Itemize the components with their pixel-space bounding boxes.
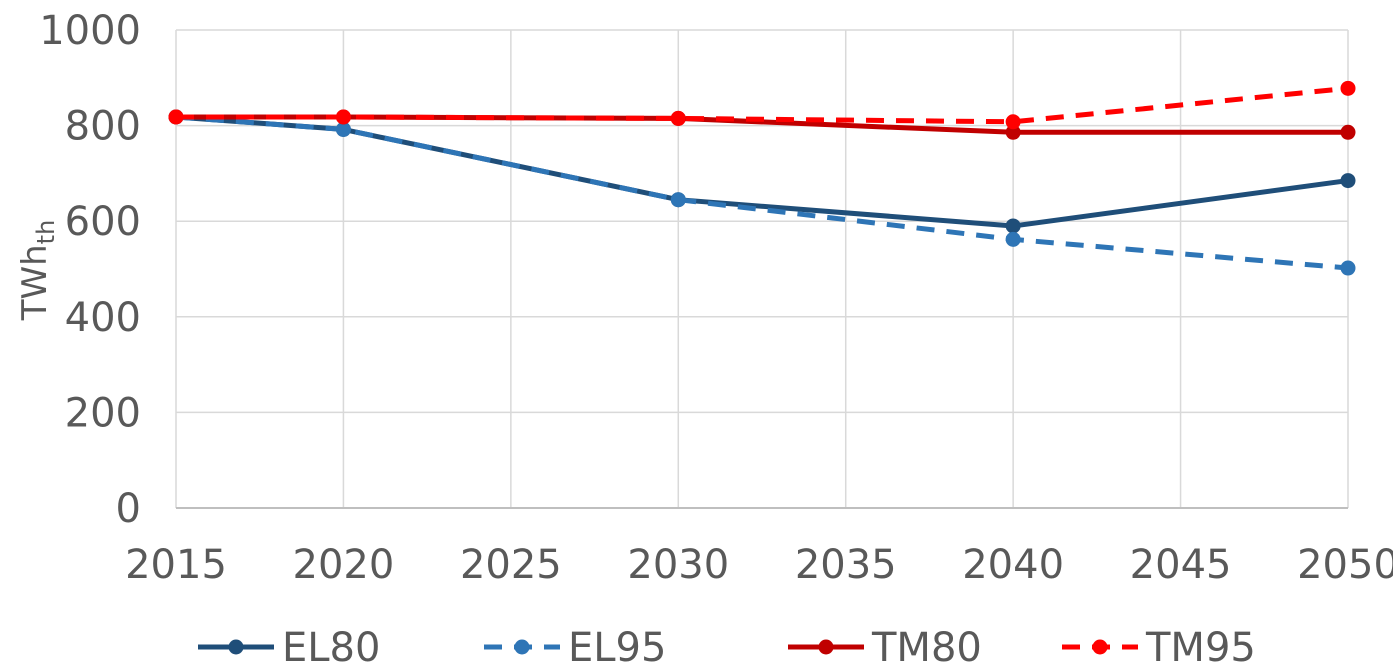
data-point-tm95 (1005, 114, 1021, 130)
data-point-tm95 (1340, 80, 1356, 96)
y-tick-label: 600 (65, 199, 141, 245)
y-tick-label: 200 (65, 390, 141, 436)
y-tick-label: 400 (65, 295, 141, 341)
data-point-el95 (670, 192, 686, 208)
data-point-tm95 (670, 110, 686, 126)
data-point-tm80 (1340, 124, 1356, 140)
legend-label: TM80 (871, 625, 982, 667)
data-point-el95 (1005, 231, 1021, 247)
y-tick-label: 1000 (39, 8, 141, 54)
data-point-tm95 (168, 109, 184, 125)
x-tick-label: 2035 (795, 542, 897, 588)
legend-swatch-marker (818, 639, 834, 655)
data-point-el80 (1005, 218, 1021, 234)
x-tick-label: 2030 (627, 542, 729, 588)
legend-label: EL80 (282, 625, 380, 667)
data-point-tm80 (1005, 124, 1021, 140)
legend-swatch-marker (514, 639, 530, 655)
grid-lines (175, 29, 1349, 508)
series-line-el95 (175, 114, 1349, 271)
data-point-tm95 (335, 109, 351, 125)
y-axis-title-main: TWh (15, 244, 55, 321)
data-point-el95 (1340, 260, 1356, 276)
x-tick-label: 2045 (1130, 542, 1232, 588)
series-tm95 (168, 80, 1356, 130)
x-tick-label: 2050 (1297, 542, 1393, 588)
legend-swatch-marker (228, 639, 244, 655)
data-point-el80 (1340, 173, 1356, 189)
legend-item-el80: EL80 (198, 625, 380, 671)
legend-swatch-marker (1092, 639, 1108, 655)
legend-item-tm80: TM80 (788, 625, 982, 671)
tick-labels: 0 200 400 600 800 1000 2015 2020 2025 2030 2035 204… (39, 8, 1393, 588)
legend-item-el95: EL95 (484, 625, 666, 671)
y-tick-label: 0 (116, 486, 141, 532)
legend-item-tm95: TM95 (1062, 625, 1256, 671)
legend-label: EL95 (568, 625, 666, 667)
legend: EL80 EL95 TM80 TM95 (198, 625, 1256, 671)
x-tick-label: 2025 (460, 542, 562, 588)
y-tick-label: 800 (65, 104, 141, 150)
series-lines (168, 80, 1356, 276)
x-tick-label: 2020 (293, 542, 395, 588)
x-tick-label: 2015 (125, 542, 227, 588)
data-point-el95 (335, 121, 351, 137)
x-tick-label: 2040 (962, 542, 1064, 588)
y-axis-title-subscript: th (32, 220, 60, 245)
y-axis-title: TWhth (15, 220, 60, 322)
legend-label: TM95 (1145, 625, 1256, 667)
